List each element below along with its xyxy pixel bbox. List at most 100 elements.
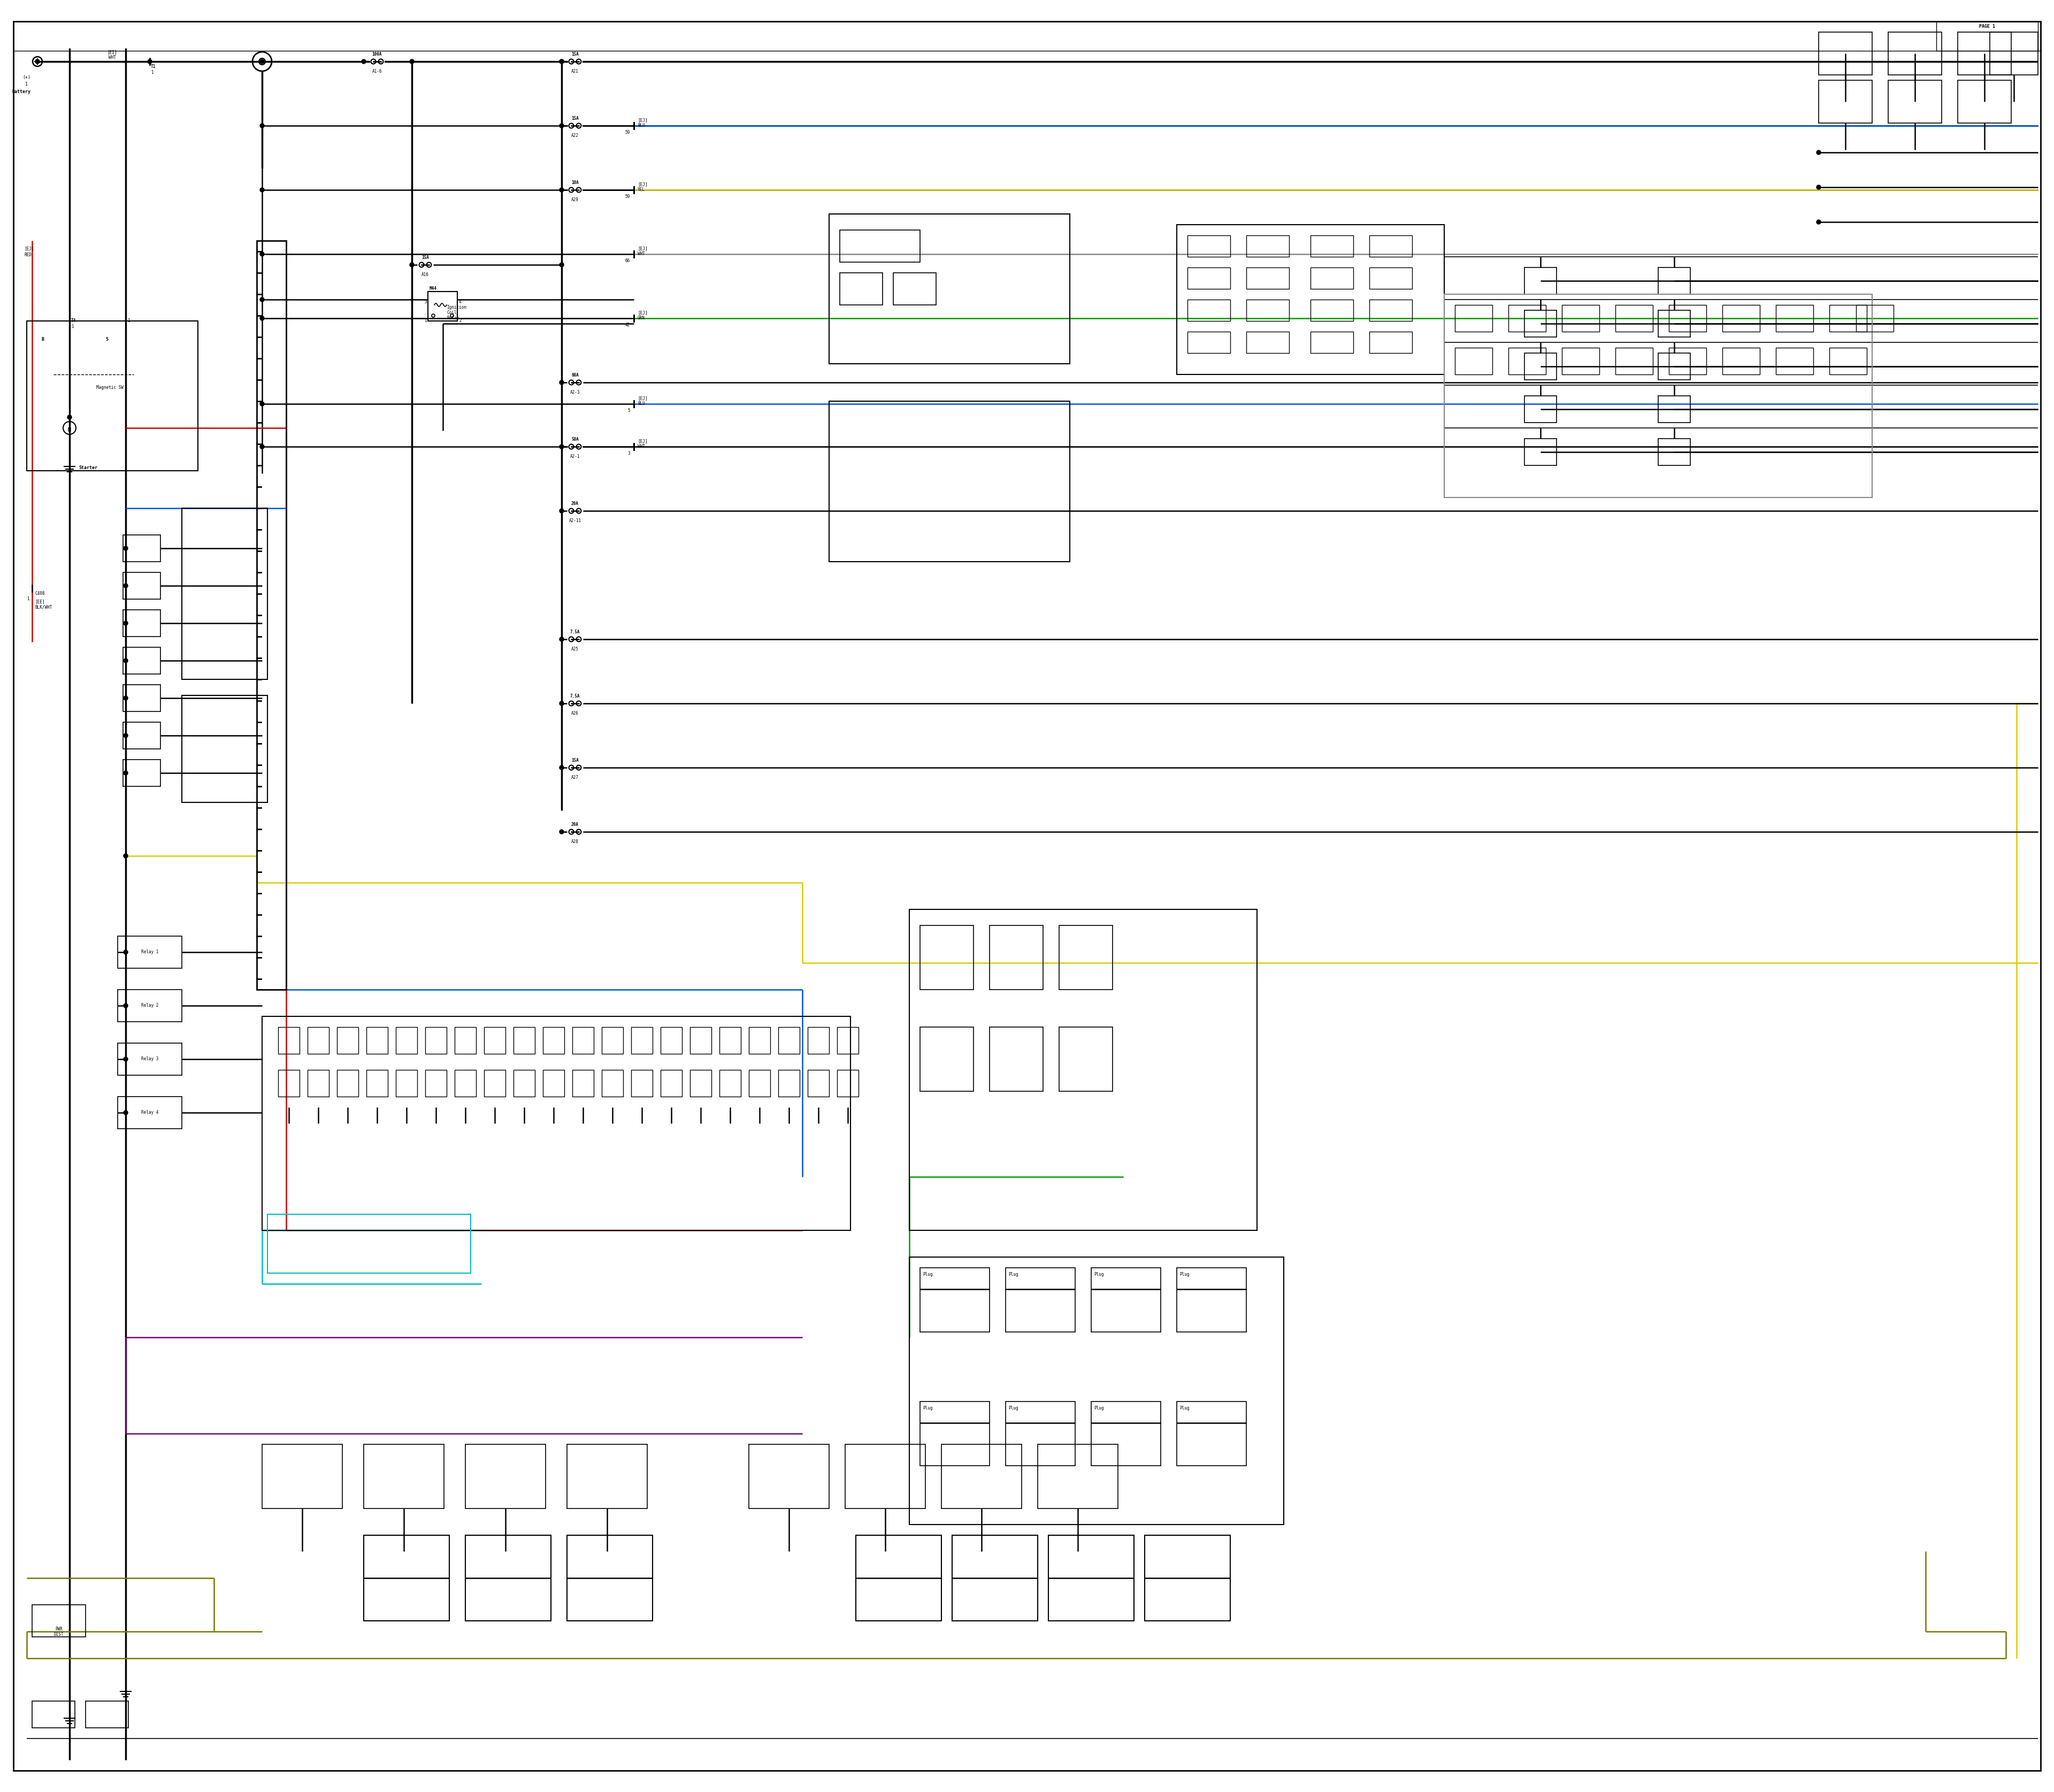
Bar: [454, 1027, 477, 1054]
Bar: [277, 1027, 300, 1054]
Bar: [366, 1070, 388, 1097]
Text: 1: 1: [72, 324, 74, 330]
Bar: [1048, 1536, 1134, 1620]
Bar: [920, 1267, 990, 1331]
Bar: [1370, 299, 1413, 321]
Circle shape: [559, 509, 563, 513]
Circle shape: [559, 830, 563, 833]
Circle shape: [261, 315, 265, 321]
Circle shape: [261, 188, 265, 192]
Text: Plug: Plug: [1009, 1272, 1019, 1278]
Text: Plug: Plug: [922, 1405, 933, 1410]
Text: T4: T4: [72, 319, 76, 323]
Bar: [267, 1215, 470, 1272]
Bar: [1187, 332, 1230, 353]
Bar: [466, 1444, 546, 1509]
Text: 20A: 20A: [571, 502, 579, 505]
Bar: [661, 1027, 682, 1054]
Bar: [514, 1070, 534, 1097]
Bar: [920, 925, 974, 989]
Text: [EJ]: [EJ]: [637, 439, 647, 443]
Bar: [1060, 1027, 1113, 1091]
Circle shape: [559, 188, 563, 192]
Bar: [807, 1070, 830, 1097]
Bar: [123, 647, 160, 674]
Text: Relay 4: Relay 4: [142, 1111, 158, 1115]
Bar: [337, 1070, 357, 1097]
Text: Starter: Starter: [78, 466, 99, 470]
Bar: [123, 609, 160, 636]
Bar: [750, 1444, 830, 1509]
Bar: [1830, 305, 1867, 332]
Bar: [840, 272, 883, 305]
Text: 10A: 10A: [571, 181, 579, 185]
Bar: [1668, 305, 1707, 332]
Bar: [466, 1536, 550, 1620]
Bar: [920, 1027, 974, 1091]
Bar: [364, 1444, 444, 1509]
Bar: [1508, 305, 1547, 332]
Bar: [567, 1444, 647, 1509]
Circle shape: [123, 733, 127, 738]
Bar: [514, 1027, 534, 1054]
Circle shape: [362, 59, 366, 65]
Bar: [838, 1070, 859, 1097]
Bar: [1444, 294, 1871, 498]
Bar: [1310, 332, 1354, 353]
Circle shape: [123, 658, 127, 663]
Bar: [1187, 235, 1230, 256]
Bar: [263, 1016, 850, 1231]
Bar: [1370, 332, 1413, 353]
Text: [EJ]: [EJ]: [637, 118, 647, 122]
Bar: [750, 1070, 770, 1097]
Text: (+): (+): [23, 75, 31, 79]
Circle shape: [261, 401, 265, 407]
Bar: [1037, 1444, 1117, 1509]
Text: C408: C408: [35, 591, 45, 597]
Bar: [1247, 299, 1290, 321]
Bar: [396, 1070, 417, 1097]
Text: 7.5A: 7.5A: [571, 694, 579, 699]
Circle shape: [123, 695, 127, 701]
Bar: [1658, 396, 1690, 423]
Bar: [1658, 353, 1690, 380]
Bar: [1957, 81, 2011, 124]
Circle shape: [261, 444, 265, 448]
Text: 5: 5: [629, 409, 631, 412]
Text: A29: A29: [571, 197, 579, 202]
Circle shape: [409, 59, 415, 65]
Bar: [1614, 348, 1653, 375]
Text: [EI]: [EI]: [107, 50, 117, 54]
Bar: [840, 229, 920, 262]
Bar: [1561, 305, 1600, 332]
Bar: [1187, 267, 1230, 289]
Bar: [86, 1701, 127, 1727]
Text: Magnetic SW: Magnetic SW: [97, 385, 123, 391]
Bar: [1990, 32, 2038, 75]
Bar: [920, 1401, 990, 1466]
Bar: [690, 1027, 711, 1054]
Circle shape: [261, 59, 265, 65]
Bar: [1310, 299, 1354, 321]
Bar: [308, 1070, 329, 1097]
Bar: [337, 1027, 357, 1054]
Bar: [1006, 1267, 1074, 1331]
Circle shape: [559, 59, 563, 65]
Bar: [857, 1536, 941, 1620]
Bar: [27, 321, 197, 471]
Text: 15A: 15A: [571, 52, 579, 57]
Circle shape: [68, 416, 72, 419]
Circle shape: [123, 547, 127, 550]
Bar: [1818, 32, 1871, 75]
Text: 3: 3: [629, 452, 631, 455]
Bar: [257, 240, 286, 989]
Bar: [1818, 81, 1871, 124]
Bar: [1310, 235, 1354, 256]
Text: WHT: WHT: [637, 444, 645, 448]
Text: PAGE 1: PAGE 1: [1980, 23, 1994, 29]
Text: 50A: 50A: [571, 437, 579, 443]
Text: 1: 1: [27, 597, 29, 602]
Text: Plug: Plug: [922, 1272, 933, 1278]
Circle shape: [123, 1111, 127, 1115]
Text: [EJ]: [EJ]: [637, 310, 647, 315]
